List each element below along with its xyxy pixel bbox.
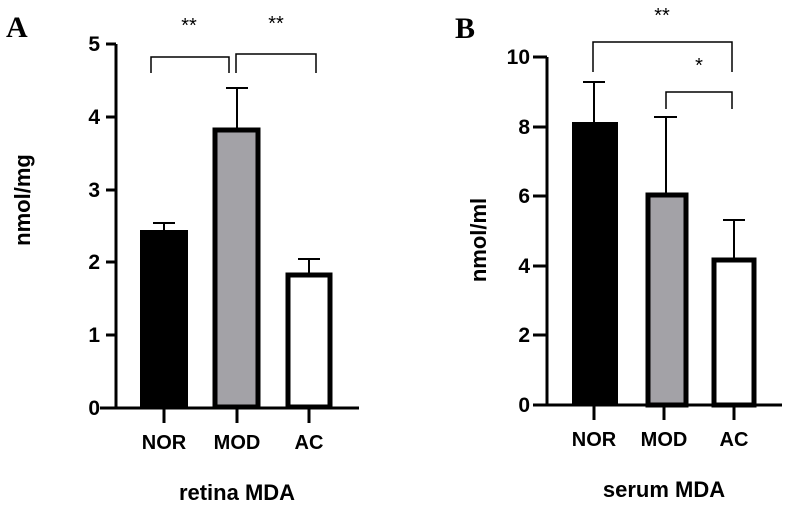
- panel-a-y-ticks: 0 1 2 3 4 5: [88, 33, 100, 420]
- tick-label: 8: [518, 116, 530, 139]
- significance-brackets: [592, 41, 733, 109]
- panel-a-axes: [100, 42, 359, 423]
- panel-b-axes: [533, 55, 782, 420]
- significance-brackets: [150, 53, 317, 73]
- tick-label: 0: [88, 397, 100, 420]
- panel-b-x-axis-label: serum MDA: [603, 477, 725, 502]
- bar-nor: [140, 230, 188, 407]
- bar-mod: [212, 127, 261, 410]
- bar-ac: [285, 272, 333, 410]
- category-label: MOD: [641, 429, 688, 451]
- panel-b-y-axis-label: nmol/ml: [466, 198, 491, 282]
- tick-label: 6: [518, 185, 530, 208]
- tick-label: 4: [88, 106, 100, 129]
- bar-ac: [711, 257, 757, 408]
- significance-label: **: [181, 15, 197, 37]
- category-label: MOD: [214, 432, 261, 454]
- error-bars: [583, 81, 745, 258]
- bar-nor: [572, 122, 618, 405]
- tick-label: 5: [88, 33, 100, 56]
- category-label: AC: [720, 429, 749, 451]
- significance-label: **: [268, 13, 284, 35]
- significance-label: **: [654, 5, 670, 27]
- panel-a-categories: NOR MOD AC: [142, 432, 324, 454]
- tick-label: 3: [88, 179, 100, 202]
- tick-label: 0: [518, 394, 530, 417]
- significance-label: *: [695, 55, 703, 77]
- category-label: NOR: [142, 432, 187, 454]
- panel-b-letter: B: [455, 12, 475, 45]
- tick-label: 10: [507, 46, 530, 69]
- tick-label: 2: [88, 251, 100, 274]
- panel-a-y-axis-label: nmol/mg: [10, 154, 35, 246]
- tick-label: 1: [88, 324, 100, 347]
- bar-mod: [645, 192, 689, 408]
- tick-label: 2: [518, 324, 530, 347]
- panel-b: B nmol/ml 0 2 4 6: [455, 5, 782, 502]
- panel-a-letter: A: [6, 11, 28, 44]
- category-label: AC: [295, 432, 324, 454]
- panel-a-x-axis-label: retina MDA: [179, 480, 295, 505]
- error-bars: [153, 87, 320, 273]
- panel-a: A nmol/mg 0 1 2: [6, 11, 359, 505]
- tick-label: 4: [518, 255, 530, 278]
- category-label: NOR: [572, 429, 617, 451]
- panel-b-y-ticks: 0 2 4 6 8 10: [507, 46, 531, 417]
- panel-b-categories: NOR MOD AC: [572, 429, 749, 451]
